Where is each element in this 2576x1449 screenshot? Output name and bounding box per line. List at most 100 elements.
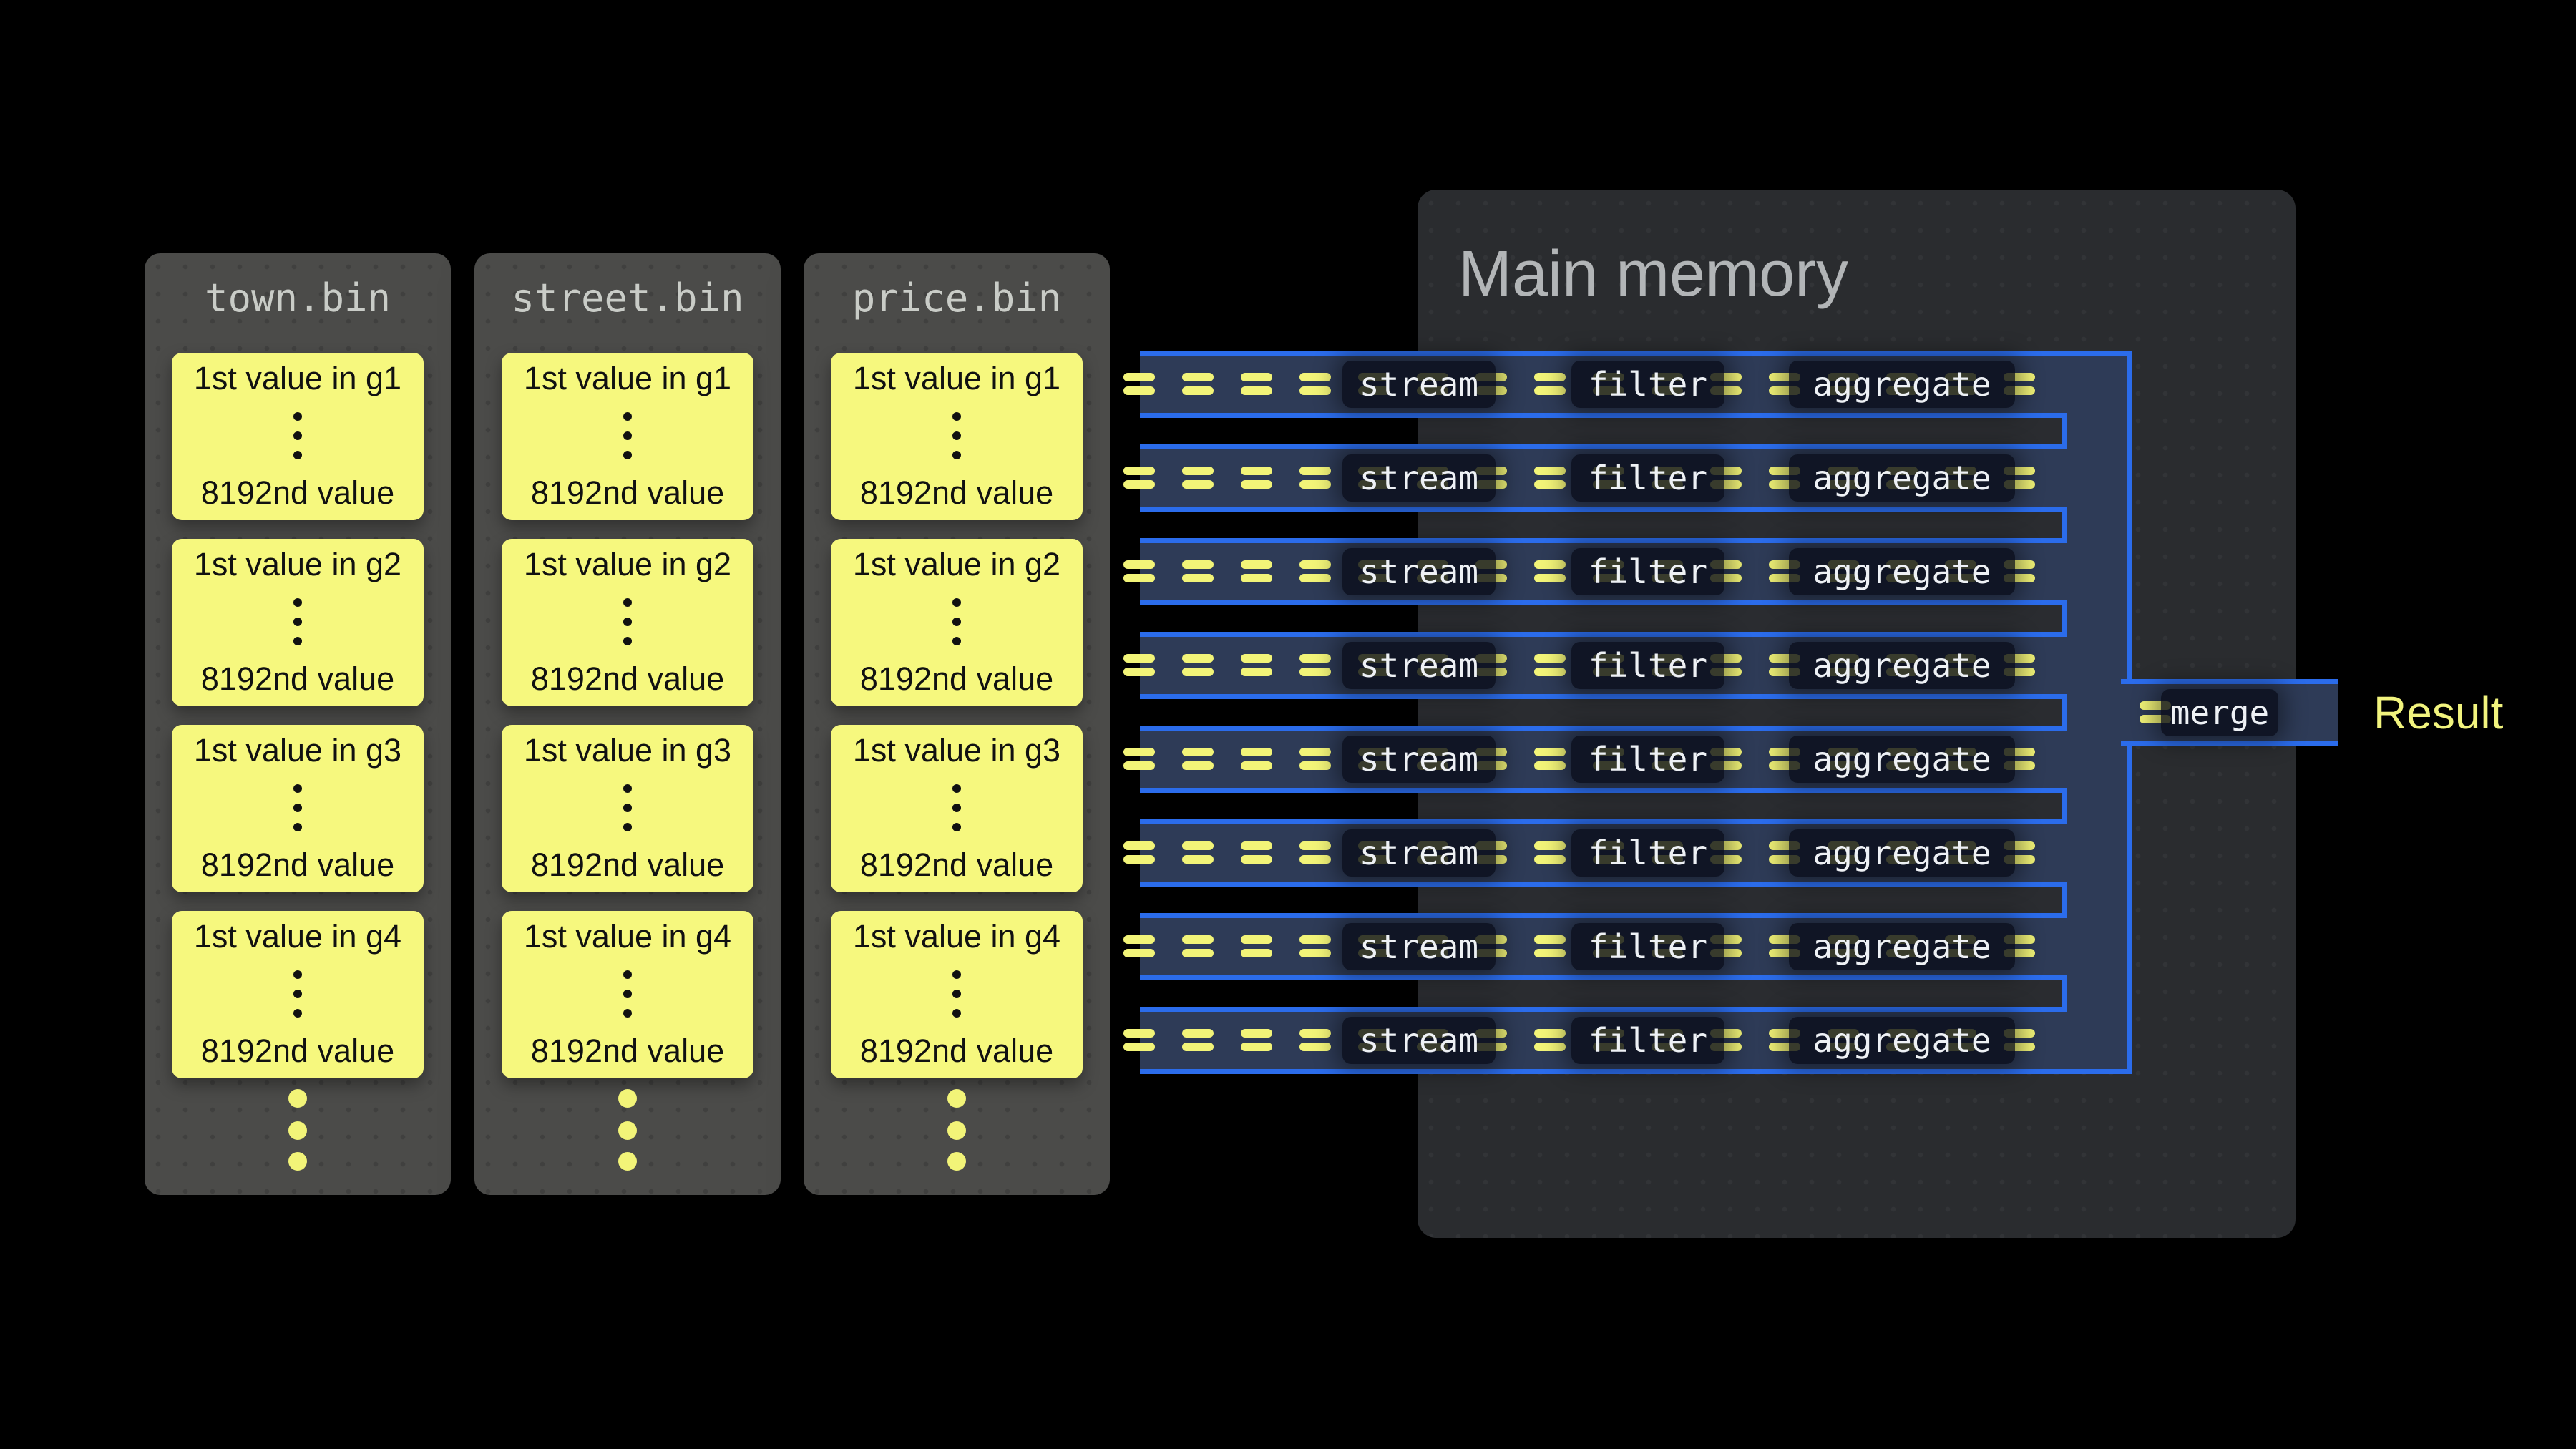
filter-operator: filter <box>1571 361 1724 408</box>
dash-bar <box>1123 841 1155 850</box>
dash-bar <box>1182 668 1214 676</box>
data-chunk-dash <box>1299 935 1331 957</box>
data-chunk-dash <box>1241 373 1272 395</box>
aggregate-operator: aggregate <box>1789 548 2015 595</box>
group-first-value: 1st value in g2 <box>852 546 1061 582</box>
dash-bar <box>1182 480 1214 489</box>
group-last-value: 8192nd value <box>200 847 395 884</box>
dash-bar <box>1123 761 1155 770</box>
dash-bar <box>1241 748 1272 756</box>
ellipsis-dot <box>952 804 961 812</box>
file-column-price: price.bin 1st value in g1 8192nd value 1st … <box>804 253 1110 1195</box>
data-chunk-dash <box>1534 373 1566 395</box>
more-groups-dot <box>618 1152 637 1171</box>
group-last-value: 8192nd value <box>530 1033 725 1070</box>
ellipsis-dot <box>952 451 961 459</box>
dash-bar <box>1182 574 1214 582</box>
group-last-value: 8192nd value <box>859 660 1054 698</box>
ellipsis-dot <box>293 637 302 645</box>
file-column-town: town.bin 1st value in g1 8192nd value 1st v… <box>145 253 451 1195</box>
aggregate-operator: aggregate <box>1789 642 2015 689</box>
dash-bar <box>1534 935 1566 944</box>
ellipsis-dot <box>623 451 632 459</box>
pipeline-lane-3: stream filter aggregate <box>1123 543 2075 600</box>
dash-bar <box>1299 1043 1331 1051</box>
dash-bar <box>1123 1029 1155 1038</box>
stream-operator: stream <box>1342 736 1496 783</box>
dash-bar <box>1534 841 1566 850</box>
dash-bar <box>1534 654 1566 663</box>
stream-operator: stream <box>1342 642 1496 689</box>
aggregate-operator: aggregate <box>1789 454 2015 502</box>
data-chunk-dash <box>1299 1029 1331 1051</box>
lane-gap <box>1140 600 2067 637</box>
data-chunk-dash <box>1299 467 1331 489</box>
data-chunk-dash <box>1182 841 1214 864</box>
pipeline-lane-4: stream filter aggregate <box>1123 637 2075 694</box>
row-group-block-g4: 1st value in g4 8192nd value <box>502 911 753 1078</box>
filter-operator: filter <box>1571 829 1724 877</box>
merge-operator: merge <box>2161 689 2278 736</box>
ellipsis-dot <box>623 412 632 421</box>
ellipsis-dot <box>623 1009 632 1018</box>
merge-lane: merge <box>2121 679 2338 746</box>
dash-bar <box>1534 373 1566 381</box>
group-last-value: 8192nd value <box>859 1033 1054 1070</box>
more-groups-dot <box>947 1152 966 1171</box>
dash-bar <box>1241 467 1272 475</box>
dash-bar <box>1534 761 1566 770</box>
ellipsis-dots <box>623 784 632 831</box>
data-chunk-dash <box>1241 748 1272 770</box>
data-chunk-dash <box>1534 467 1566 489</box>
data-chunk-dash <box>1241 1029 1272 1051</box>
more-groups-dot <box>947 1121 966 1140</box>
data-chunk-dash <box>1182 935 1214 957</box>
dash-bar <box>1123 668 1155 676</box>
dash-bar <box>1241 1043 1272 1051</box>
data-chunk-dash <box>1534 748 1566 770</box>
dash-bar <box>1299 841 1331 850</box>
data-chunk-dash <box>1299 654 1331 676</box>
dash-bar <box>1241 560 1272 569</box>
ellipsis-dots <box>623 970 632 1018</box>
dash-bar <box>1534 1043 1566 1051</box>
stream-operator: stream <box>1342 1017 1496 1064</box>
dash-bar <box>1123 1043 1155 1051</box>
dash-bar <box>1299 949 1331 957</box>
dash-bar <box>1534 748 1566 756</box>
row-group-block-g4: 1st value in g4 8192nd value <box>831 911 1083 1078</box>
ellipsis-dot <box>623 618 632 626</box>
ellipsis-dots <box>293 598 302 645</box>
data-chunk-dash <box>1123 373 1155 395</box>
dash-bar <box>1182 949 1214 957</box>
row-group-block-g4: 1st value in g4 8192nd value <box>172 911 424 1078</box>
ellipsis-dot <box>293 598 302 607</box>
lane-gap <box>1140 413 2067 449</box>
lane-gap <box>1140 507 2067 543</box>
dash-bar <box>1299 386 1331 395</box>
ellipsis-dots <box>952 784 961 831</box>
ellipsis-dot <box>623 431 632 440</box>
group-first-value: 1st value in g3 <box>523 732 732 769</box>
aggregate-operator: aggregate <box>1789 736 2015 783</box>
row-group-block-g3: 1st value in g3 8192nd value <box>502 725 753 892</box>
dash-bar <box>1241 668 1272 676</box>
dash-bar <box>1299 935 1331 944</box>
data-chunk-dash <box>1241 841 1272 864</box>
ellipsis-dot <box>293 431 302 440</box>
ellipsis-dot <box>623 598 632 607</box>
group-first-value: 1st value in g3 <box>852 732 1061 769</box>
dash-bar <box>1299 373 1331 381</box>
data-chunk-dash <box>1241 560 1272 582</box>
dash-bar <box>1534 668 1566 676</box>
filter-operator: filter <box>1571 454 1724 502</box>
data-chunk-dash <box>1241 935 1272 957</box>
dash-bar <box>1182 1043 1214 1051</box>
data-chunk-dash <box>1123 654 1155 676</box>
dash-bar <box>1182 654 1214 663</box>
pipeline-lane-8: stream filter aggregate <box>1123 1012 2075 1069</box>
dash-bar <box>1123 574 1155 582</box>
dash-bar <box>1534 855 1566 864</box>
group-last-value: 8192nd value <box>530 474 725 512</box>
